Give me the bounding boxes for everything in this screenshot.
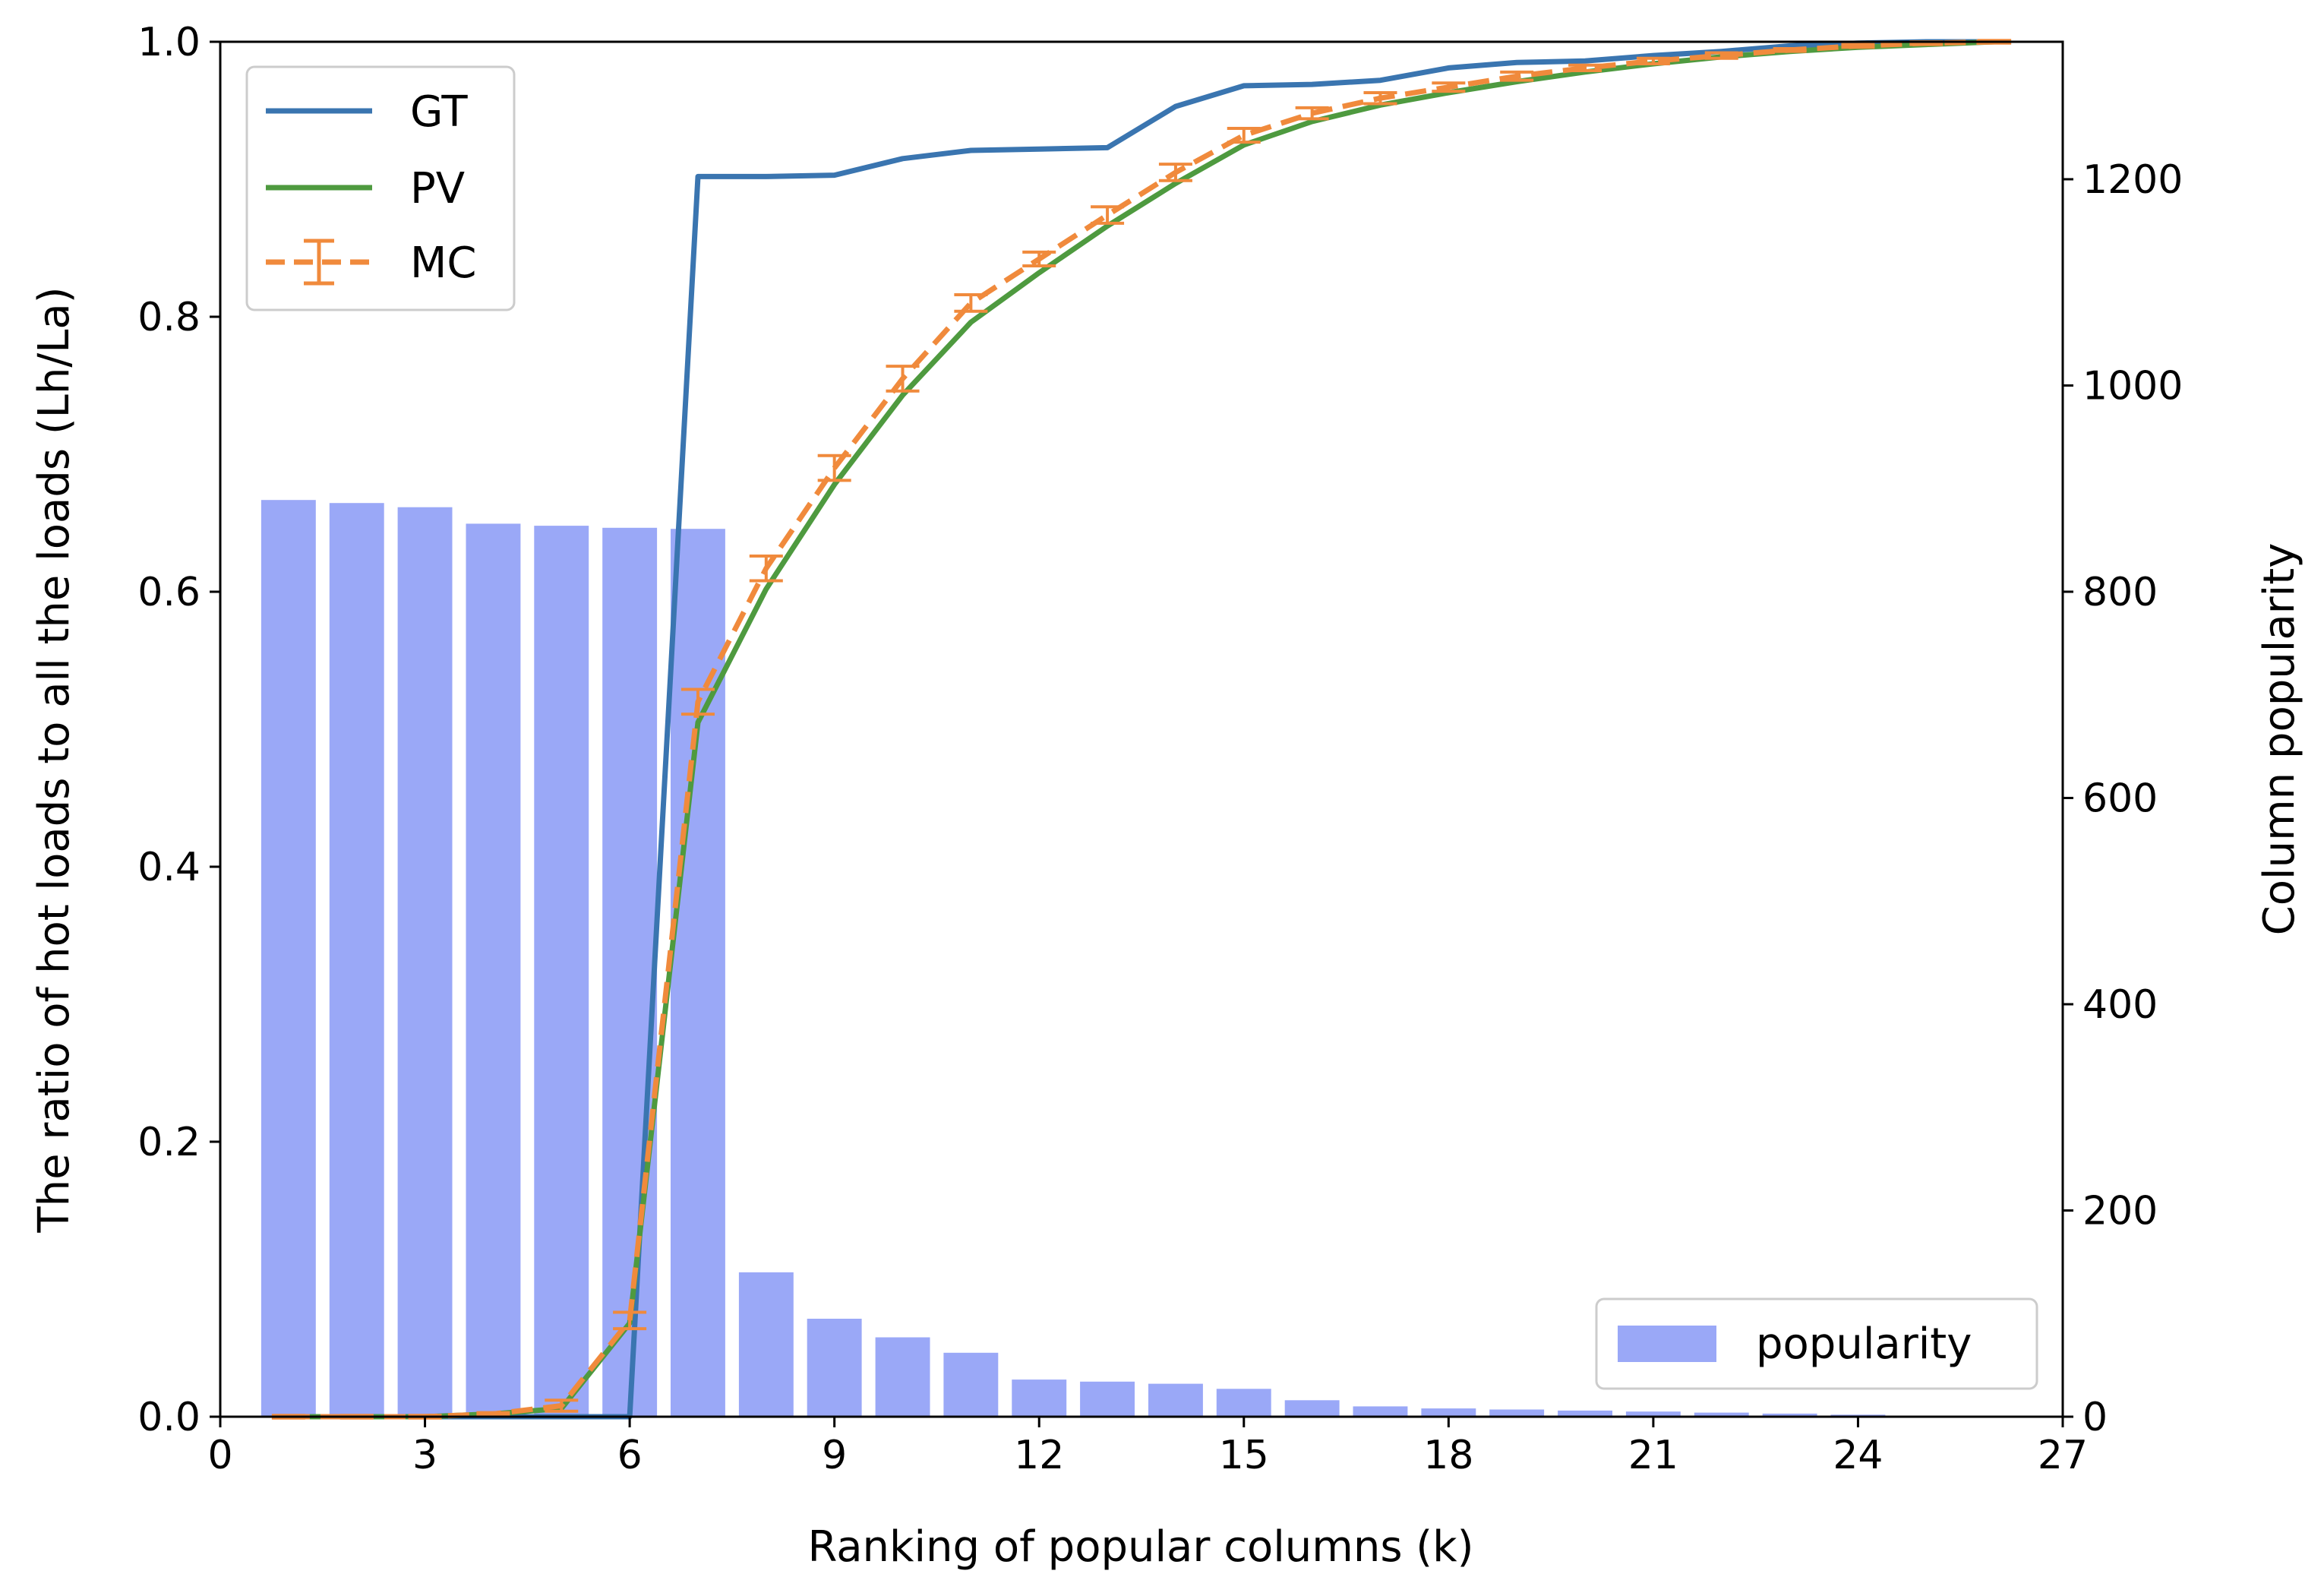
popularity-bar [397, 507, 453, 1417]
popularity-bar [1353, 1406, 1408, 1417]
series-mc-errorbar [954, 293, 988, 313]
popularity-bar [738, 1272, 794, 1417]
popularity-bar [1012, 1379, 1067, 1417]
y-right-tick-label: 600 [2082, 776, 2158, 821]
popularity-bar [1694, 1412, 1749, 1417]
y-left-tick-label: 0.6 [137, 570, 201, 615]
y-right-tick-label: 400 [2082, 982, 2158, 1028]
series-mc-errorbar [1636, 56, 1670, 65]
x-tick-label: 12 [1014, 1433, 1064, 1478]
x-axis-label: Ranking of popular columns (k) [808, 1522, 1474, 1572]
series-mc-errorbar [476, 1411, 510, 1417]
y-axis-right-label: Column popularity [2255, 543, 2304, 936]
x-tick-label: 0 [207, 1433, 232, 1478]
x-tick-label: 3 [412, 1433, 437, 1478]
x-tick-label: 15 [1219, 1433, 1269, 1478]
legend-popularity-label: popularity [1756, 1319, 1972, 1369]
popularity-bar [1148, 1383, 1203, 1417]
series-mc-errorbar [1158, 163, 1192, 182]
legend-lines: GT PV MC [245, 65, 516, 311]
popularity-bar [1558, 1410, 1612, 1417]
popularity-bar [671, 529, 725, 1417]
x-tick-label: 21 [1628, 1433, 1678, 1478]
series-mc-errorbar [680, 687, 715, 716]
series-mc-errorbar [886, 365, 920, 393]
bars-layer [261, 500, 1886, 1417]
ticks-layer: 0 3 6 9 12 15 18 21 24 27 0.0 0.2 0.4 0.6 0.8 1.0 0 200 40… [137, 20, 2183, 1478]
popularity-bar [875, 1337, 930, 1417]
series-mc-errorbar [1363, 90, 1397, 106]
popularity-bar [261, 500, 316, 1417]
y-left-tick-label: 0.4 [137, 845, 201, 890]
y-left-tick-label: 1.0 [137, 20, 201, 65]
series-mc-errorbar [1432, 81, 1466, 93]
popularity-bar [466, 523, 521, 1417]
series-mc-line [288, 39, 1995, 1420]
y-left-tick-label: 0.2 [137, 1120, 201, 1165]
legend-gt-label: GT [410, 87, 468, 137]
y-right-tick-label: 200 [2082, 1188, 2158, 1234]
popularity-bar [1284, 1400, 1340, 1417]
y-right-tick-label: 1200 [2082, 157, 2183, 203]
popularity-bar [602, 527, 658, 1417]
legend-lines-frame [245, 65, 516, 311]
plot-frame [219, 40, 2064, 1418]
popularity-bar [1762, 1413, 1817, 1417]
series-mc-errorbar [1022, 250, 1056, 268]
popularity-bar [1216, 1389, 1271, 1417]
series-mc-errorbar [749, 554, 783, 583]
series-mc-errorbar [1568, 63, 1602, 73]
x-tick-label: 24 [1833, 1433, 1883, 1478]
y-right-tick-label: 1000 [2082, 363, 2183, 409]
x-tick-label: 18 [1423, 1433, 1473, 1478]
popularity-bar [807, 1319, 862, 1417]
popularity-bar [1421, 1408, 1476, 1417]
series-mc-errorbar [1227, 127, 1261, 144]
axes-layer [219, 40, 2064, 1418]
series-mc-errorbar [1500, 70, 1534, 82]
popularity-bar [1625, 1411, 1681, 1417]
x-tick-label: 27 [2038, 1433, 2088, 1478]
series-mc-errorbar [613, 1310, 647, 1331]
series-mc-errorbar [1841, 43, 1875, 49]
legend-bars-frame [1595, 1297, 2038, 1390]
y-right-tick-label: 0 [2082, 1395, 2108, 1440]
popularity-bar [534, 526, 589, 1417]
x-tick-label: 9 [822, 1433, 847, 1478]
x-tick-label: 6 [617, 1433, 643, 1478]
popularity-bar [329, 503, 384, 1417]
legend-popularity-swatch [1618, 1326, 1716, 1362]
series-mc-errorbar [1704, 51, 1738, 60]
popularity-bar [1080, 1381, 1135, 1417]
popularity-bar [943, 1352, 999, 1417]
legend-mc-swatch [266, 239, 372, 286]
series-mc-errorbar [1295, 106, 1329, 121]
series-mc-errorbar [545, 1398, 579, 1413]
legend-mc-label: MC [410, 239, 476, 288]
legend-bars: popularity [1595, 1297, 2038, 1390]
series-mc-errorbar [817, 454, 851, 482]
y-axis-left-label: The ratio of hot loads to all the loads … [30, 286, 79, 1233]
y-left-tick-label: 0.8 [137, 295, 201, 340]
legend-pv-label: PV [410, 164, 465, 213]
y-left-tick-label: 0.0 [137, 1395, 201, 1440]
series-mc-errorbar [1773, 47, 1807, 53]
popularity-bar [1489, 1409, 1545, 1417]
series-mc-errorbar [1091, 205, 1125, 225]
y-right-tick-label: 800 [2082, 570, 2158, 615]
